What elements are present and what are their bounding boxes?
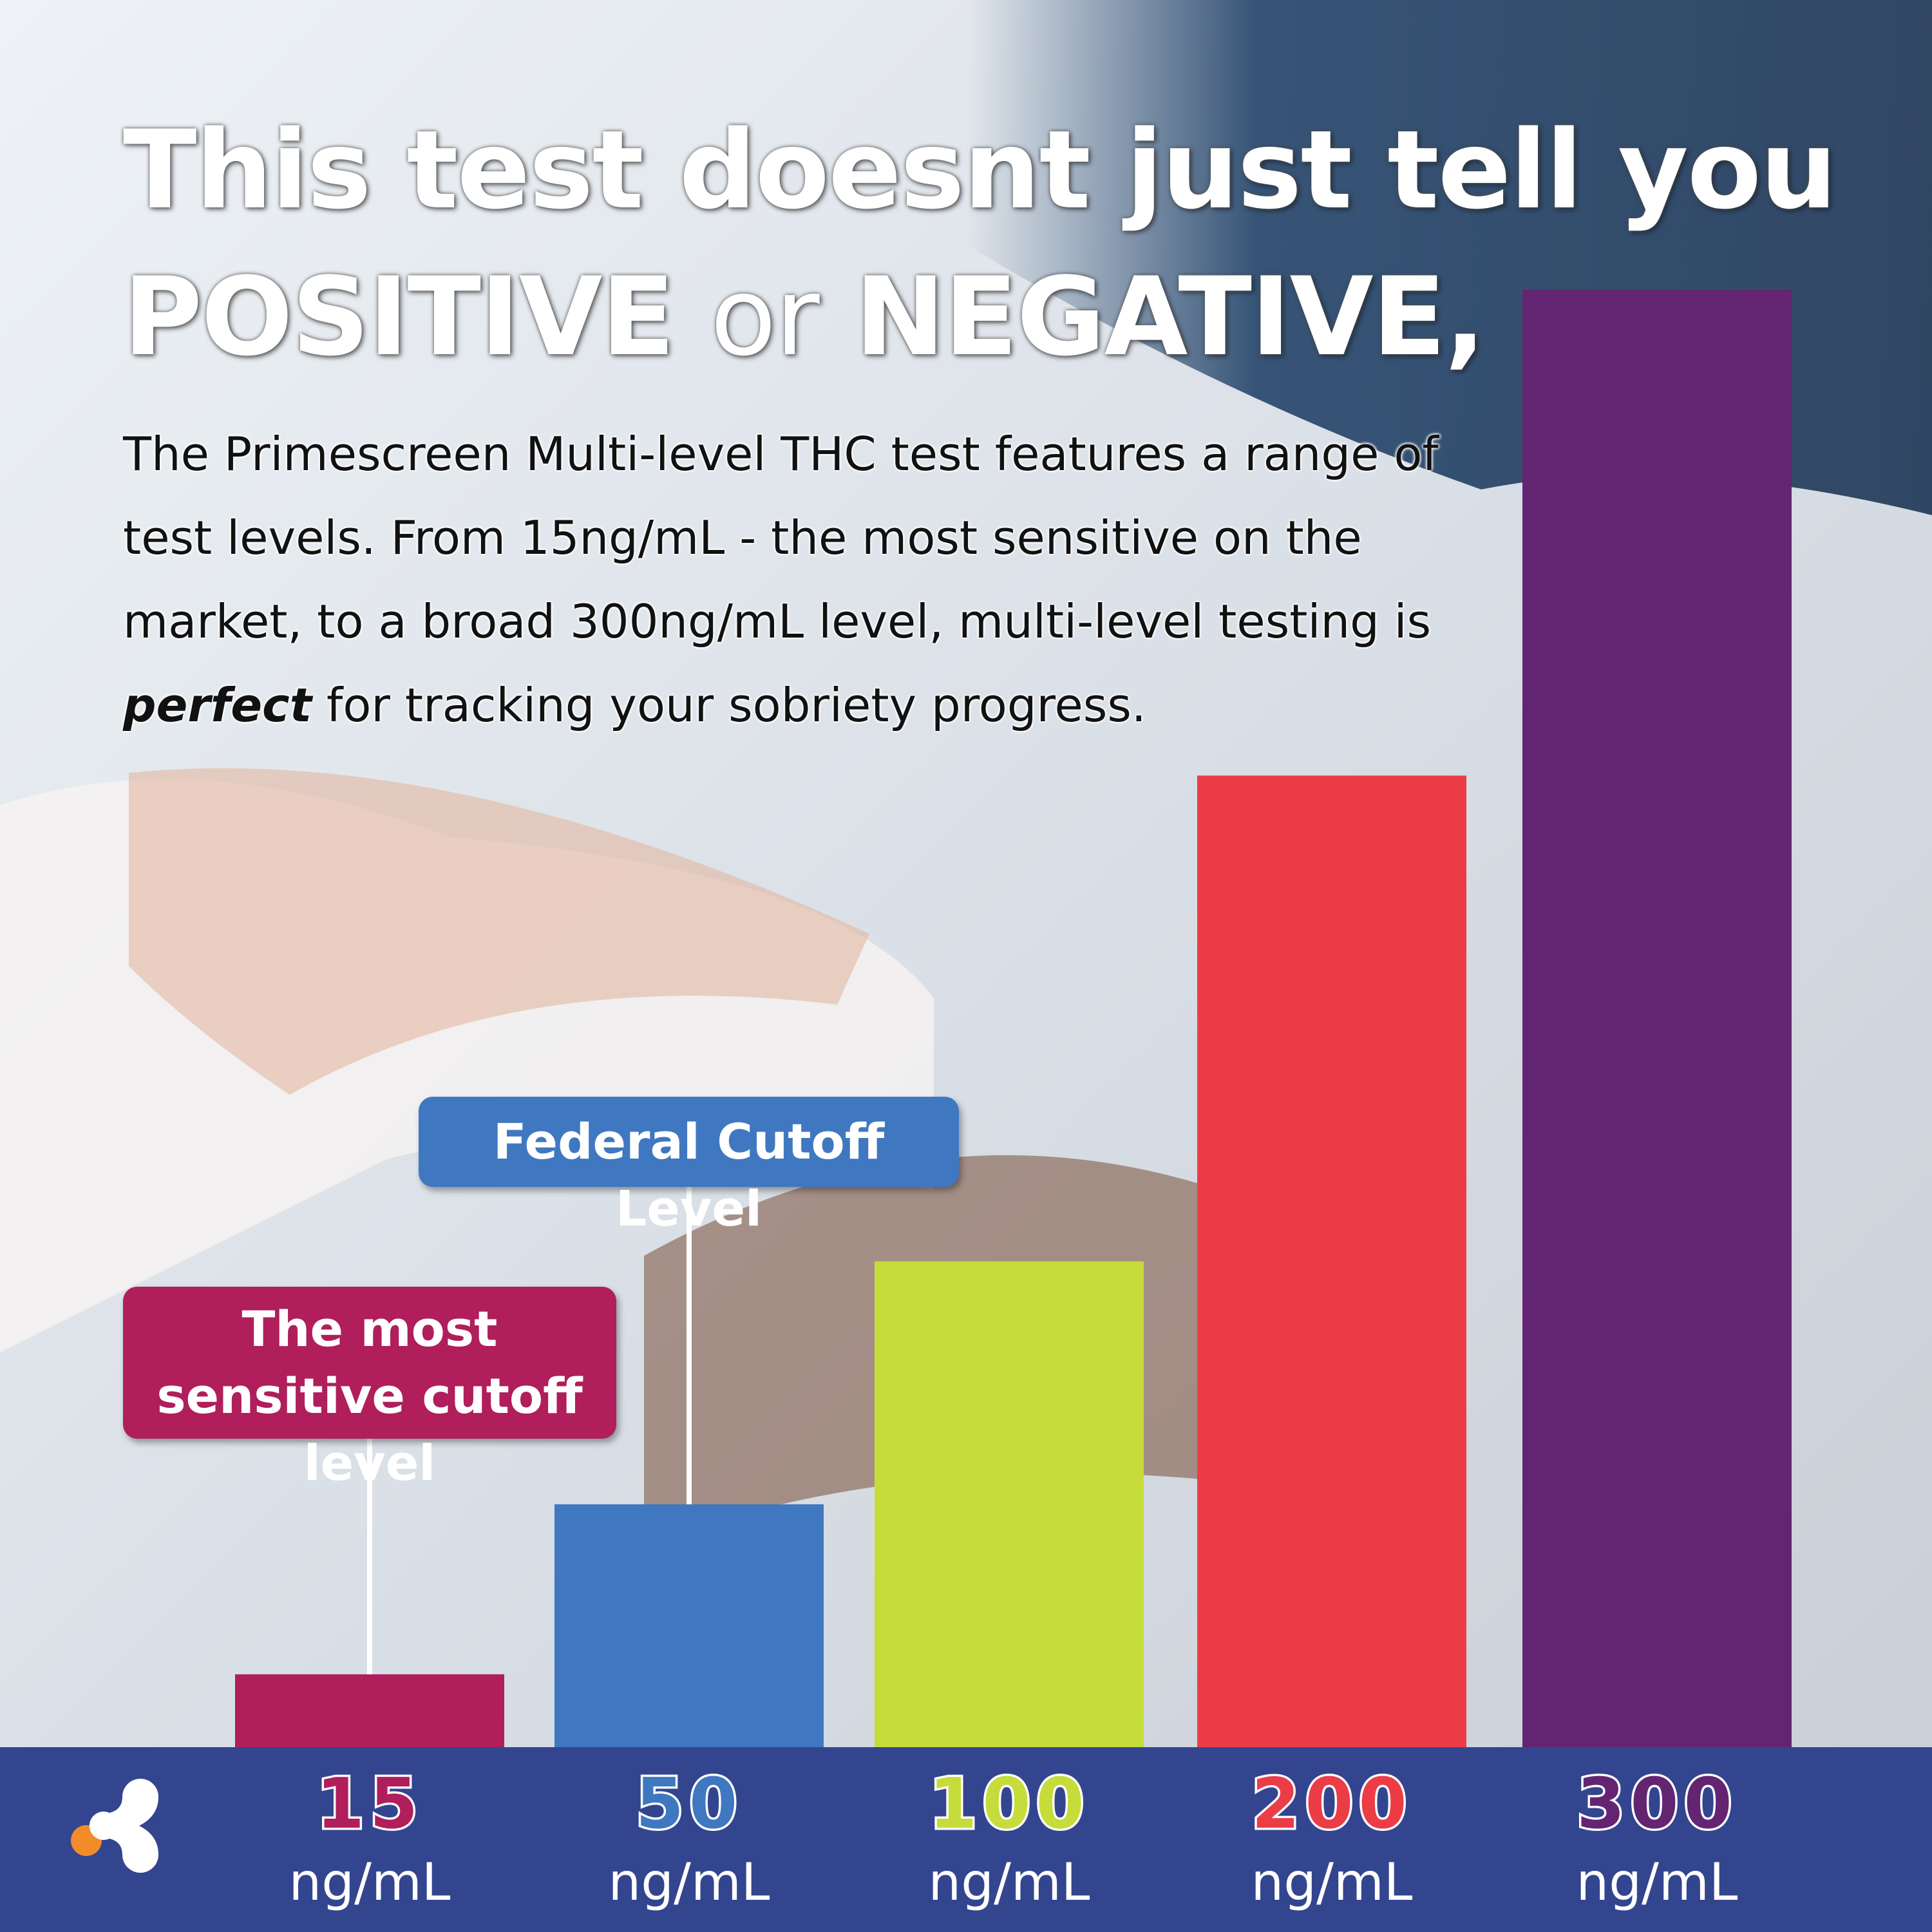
value-label: 200: [1251, 1764, 1412, 1844]
unit-label: ng/mL: [1577, 1852, 1738, 1912]
logo: [71, 1779, 158, 1873]
title: This test doesnt just tell you: [123, 107, 1837, 233]
title-word: NEGATIVE,: [855, 254, 1486, 380]
bar: [554, 1504, 824, 1747]
unit-label: ng/mL: [1251, 1852, 1413, 1912]
unit-label: ng/mL: [289, 1852, 451, 1912]
body-emphasis: perfect: [123, 678, 312, 732]
bar: [875, 1261, 1144, 1747]
unit-label: ng/mL: [929, 1852, 1090, 1912]
bar: [235, 1674, 504, 1747]
annotation: Federal Cutoff Level: [419, 1097, 959, 1237]
title: POSITIVE or NEGATIVE,: [123, 263, 1486, 371]
title-word: or: [710, 254, 820, 380]
value-label: 100: [929, 1764, 1089, 1844]
annotation: The most sensitive cutoff level: [123, 1287, 616, 1492]
value-label: 300: [1577, 1764, 1737, 1844]
value-label: 50: [636, 1764, 743, 1844]
body-part: for tracking your sobriety progress.: [327, 678, 1146, 732]
background-hand: [129, 768, 869, 1095]
body-part: The Primescreen Multi-level THC test fea…: [123, 427, 1439, 649]
bar: [1197, 775, 1466, 1747]
bar: [1522, 290, 1792, 1747]
footer-band: [0, 1747, 1932, 1932]
value-label: 15: [316, 1764, 423, 1844]
body-text: The Primescreen Multi-level THC test fea…: [123, 412, 1540, 747]
title-word: POSITIVE: [123, 254, 675, 380]
logo-mark: [89, 1779, 158, 1873]
unit-label: ng/mL: [609, 1852, 770, 1912]
